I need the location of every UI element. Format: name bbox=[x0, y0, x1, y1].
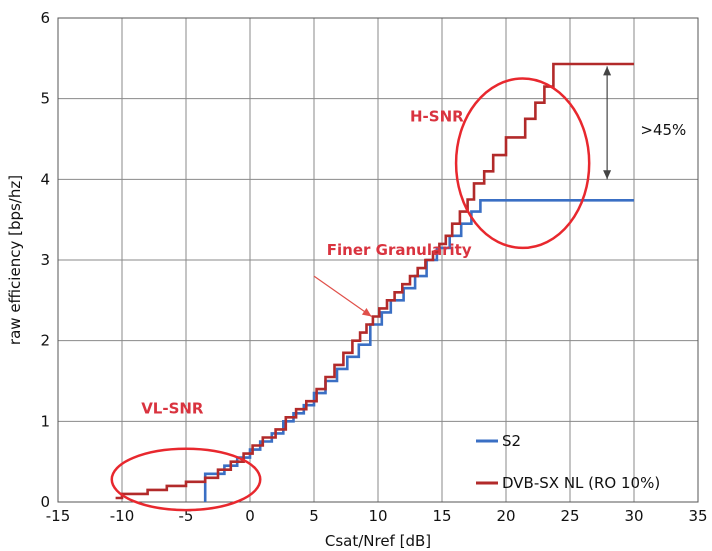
arrow-0 bbox=[313, 275, 372, 317]
y-tick-label-0: 0 bbox=[40, 493, 50, 511]
arrow-head-1 bbox=[603, 66, 612, 76]
y-tick-label-3: 3 bbox=[40, 251, 50, 269]
arrow-head-0 bbox=[361, 308, 372, 317]
annotation-0: H-SNR bbox=[410, 107, 464, 125]
x-tick-label-10: 35 bbox=[688, 507, 707, 525]
x-tick-label-1: -10 bbox=[110, 507, 135, 525]
annotation-3: >45% bbox=[640, 121, 686, 139]
y-tick-label-1: 1 bbox=[40, 412, 50, 430]
y-axis-label: raw efficiency [bps/hz] bbox=[6, 175, 24, 345]
annotation-layer: H-SNR Finer Granularity VL-SNR >45% bbox=[141, 107, 686, 417]
y-tick-label-4: 4 bbox=[40, 170, 50, 188]
legend-label-s2: S2 bbox=[502, 432, 521, 450]
x-tick-label-6: 15 bbox=[432, 507, 451, 525]
plot-frame bbox=[57, 17, 699, 503]
series-line-1 bbox=[115, 62, 634, 500]
legend: S2 DVB-SX NL (RO 10%) bbox=[476, 432, 660, 492]
y-tick-label-2: 2 bbox=[40, 332, 50, 350]
highlight-layer bbox=[110, 77, 591, 512]
x-tick-label-3: 0 bbox=[245, 507, 255, 525]
x-ticks: -15 -10 -5 0 5 10 15 20 25 30 35 bbox=[46, 507, 708, 525]
y-tick-label-5: 5 bbox=[40, 90, 50, 108]
x-tick-label-0: -15 bbox=[46, 507, 71, 525]
series-line-0 bbox=[203, 199, 634, 502]
y-ticks: 0 1 2 3 4 5 6 bbox=[40, 9, 50, 511]
arrow-layer bbox=[313, 66, 612, 317]
legend-label-dvb-sx: DVB-SX NL (RO 10%) bbox=[502, 474, 660, 492]
annotation-2: VL-SNR bbox=[141, 399, 204, 417]
y-tick-label-6: 6 bbox=[40, 9, 50, 27]
series-layer bbox=[115, 62, 634, 502]
x-tick-label-7: 20 bbox=[496, 507, 515, 525]
x-tick-label-8: 25 bbox=[560, 507, 579, 525]
x-tick-label-9: 30 bbox=[624, 507, 643, 525]
arrow-tail-head-1 bbox=[603, 170, 612, 180]
annotation-1: Finer Granularity bbox=[327, 241, 472, 259]
x-tick-label-2: -5 bbox=[179, 507, 194, 525]
x-tick-label-4: 5 bbox=[309, 507, 319, 525]
highlight-ellipse-1 bbox=[110, 447, 262, 512]
x-tick-label-5: 10 bbox=[368, 507, 387, 525]
x-axis-label: Csat/Nref [dB] bbox=[325, 532, 431, 550]
highlight-ellipse-0 bbox=[454, 77, 591, 250]
